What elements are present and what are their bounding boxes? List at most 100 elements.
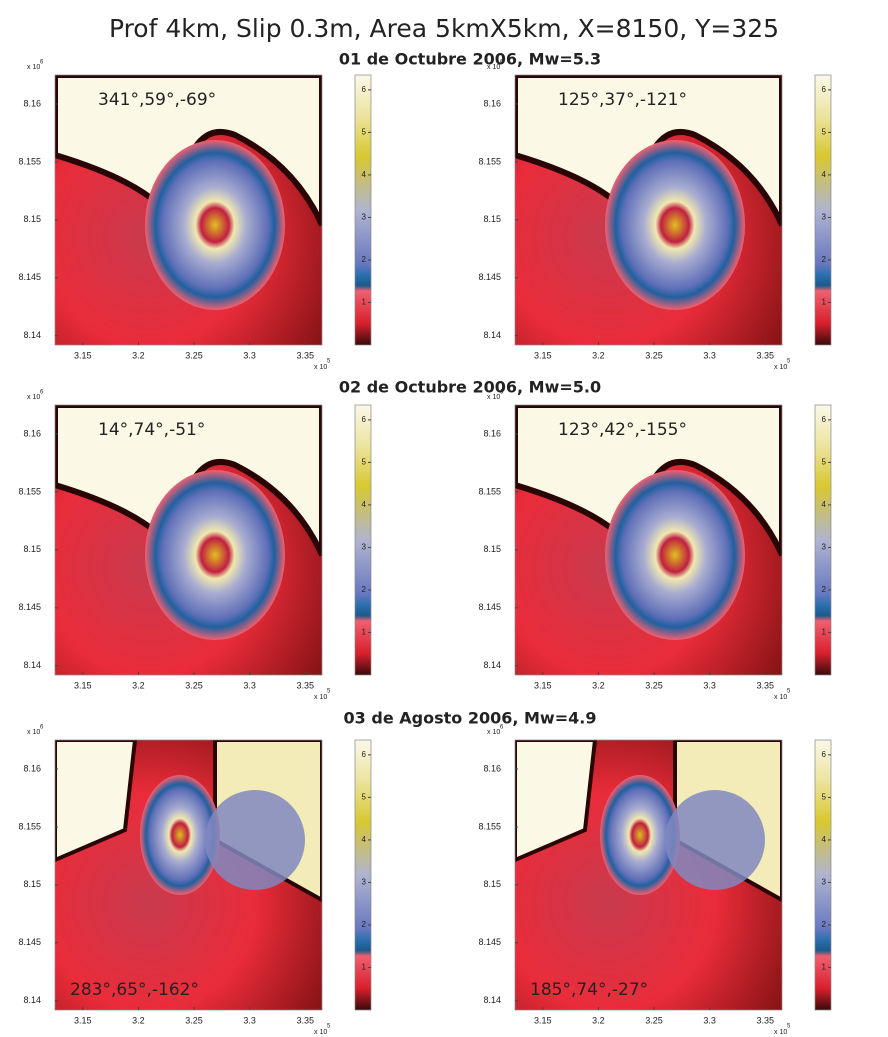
y-tick-label: 8.15 xyxy=(483,544,501,554)
field xyxy=(55,75,322,345)
x-exponent: 5 xyxy=(327,1024,331,1030)
panel: 3.15 3.2 3.25 3.3 3.35 8.14 8.145 8.15 8.155 8.16… xyxy=(18,60,372,371)
x-tick-label: 3.25 xyxy=(645,680,663,690)
y-tick-label: 8.155 xyxy=(478,486,501,496)
x-tick-label: 3.15 xyxy=(534,680,552,690)
y-multiplier: x 10 xyxy=(27,64,40,71)
y-exponent: 6 xyxy=(40,390,44,396)
x-multiplier: x 10 xyxy=(774,364,787,371)
field-lobe xyxy=(665,790,765,890)
y-exponent: 6 xyxy=(500,725,504,731)
field-lobe xyxy=(140,775,220,895)
colorbar-tick-label: 6 xyxy=(362,415,367,424)
colorbar-tick-label: 5 xyxy=(822,458,827,467)
x-tick-label: 3.2 xyxy=(592,680,605,690)
colorbar-tick-label: 2 xyxy=(822,585,827,594)
plot-frame xyxy=(54,74,323,346)
y-tick-label: 8.16 xyxy=(483,763,501,773)
x-exponent: 5 xyxy=(787,689,791,695)
x-tick-label: 3.25 xyxy=(185,680,203,690)
colorbar xyxy=(814,739,832,1011)
colorbar-tick-label: 2 xyxy=(822,255,827,264)
field xyxy=(515,75,782,345)
row-title: 03 de Agosto 2006, Mw=4.9 xyxy=(344,709,597,728)
x-tick-label: 3.35 xyxy=(757,680,775,690)
annotation: 123°,42°,-155° xyxy=(558,420,687,440)
y-tick-label: 8.155 xyxy=(478,821,501,831)
colorbar-tick-label: 6 xyxy=(362,750,367,759)
x-tick-label: 3.2 xyxy=(132,350,145,360)
y-tick-label: 8.15 xyxy=(483,214,501,224)
colorbar-tick-label: 6 xyxy=(822,415,827,424)
y-tick-label: 8.145 xyxy=(18,937,41,947)
colorbar-tick-label: 2 xyxy=(362,585,367,594)
y-tick-label: 8.16 xyxy=(23,428,41,438)
colorbar-tick-label: 4 xyxy=(822,500,827,509)
panel: 3.15 3.2 3.25 3.3 3.35 8.14 8.145 8.15 8.155 8.16… xyxy=(18,390,372,701)
colorbar-tick-label: 6 xyxy=(822,85,827,94)
colorbar-tick-label: 5 xyxy=(362,793,367,802)
x-tick-label: 3.25 xyxy=(645,1015,663,1025)
y-multiplier: x 10 xyxy=(487,64,500,71)
colorbar-tick-label: 4 xyxy=(362,500,367,509)
x-multiplier: x 10 xyxy=(774,1029,787,1036)
field-lobe xyxy=(605,140,745,310)
x-exponent: 5 xyxy=(327,689,331,695)
colorbar-tick-label: 4 xyxy=(362,170,367,179)
y-tick-label: 8.14 xyxy=(483,995,501,1005)
field-lobe xyxy=(605,470,745,640)
plot-frame xyxy=(54,404,323,676)
y-tick-label: 8.155 xyxy=(18,486,41,496)
y-tick-label: 8.145 xyxy=(478,602,501,612)
y-multiplier: x 10 xyxy=(27,394,40,401)
panel: 3.15 3.2 3.25 3.3 3.35 8.14 8.145 8.15 8.155 8.16… xyxy=(478,390,832,701)
field-nodal xyxy=(515,740,598,863)
x-tick-label: 3.3 xyxy=(703,680,716,690)
colorbar-tick-label: 2 xyxy=(362,255,367,264)
x-tick-label: 3.3 xyxy=(243,680,256,690)
colorbar-tick-label: 5 xyxy=(822,128,827,137)
panel: 3.15 3.2 3.25 3.3 3.35 8.14 8.145 8.15 8.155 8.16… xyxy=(478,725,832,1036)
colorbar-tick-label: 1 xyxy=(822,298,827,307)
x-tick-label: 3.35 xyxy=(297,1015,315,1025)
colorbar-tick-label: 1 xyxy=(362,628,367,637)
y-tick-label: 8.15 xyxy=(23,879,41,889)
x-tick-label: 3.2 xyxy=(132,680,145,690)
y-tick-label: 8.14 xyxy=(483,660,501,670)
colorbar-tick-label: 4 xyxy=(822,835,827,844)
colorbar-tick-label: 4 xyxy=(362,835,367,844)
field-nodal xyxy=(55,740,138,863)
y-multiplier: x 10 xyxy=(487,394,500,401)
x-tick-label: 3.15 xyxy=(74,350,92,360)
field xyxy=(55,740,322,1010)
colorbar-tick-label: 3 xyxy=(362,878,367,887)
y-exponent: 6 xyxy=(500,60,504,66)
y-exponent: 6 xyxy=(40,60,44,66)
y-tick-label: 8.15 xyxy=(23,214,41,224)
x-tick-label: 3.35 xyxy=(757,350,775,360)
colorbar-tick-label: 2 xyxy=(822,920,827,929)
x-tick-label: 3.15 xyxy=(534,1015,552,1025)
colorbar-tick-label: 1 xyxy=(822,963,827,972)
y-tick-label: 8.155 xyxy=(18,156,41,166)
panel: 3.15 3.2 3.25 3.3 3.35 8.14 8.145 8.15 8.155 8.16… xyxy=(478,60,832,371)
x-multiplier: x 10 xyxy=(774,694,787,701)
row-title: 02 de Octubre 2006, Mw=5.0 xyxy=(339,378,601,397)
y-tick-label: 8.145 xyxy=(18,272,41,282)
x-tick-label: 3.25 xyxy=(185,1015,203,1025)
y-tick-label: 8.155 xyxy=(478,156,501,166)
x-multiplier: x 10 xyxy=(314,1029,327,1036)
colorbar-tick-label: 2 xyxy=(362,920,367,929)
colorbar-tick-label: 3 xyxy=(362,543,367,552)
annotation: 283°,65°,-162° xyxy=(70,980,199,1000)
annotation: 341°,59°,-69° xyxy=(98,90,216,110)
field-lobe xyxy=(145,140,285,310)
x-tick-label: 3.3 xyxy=(243,350,256,360)
colorbar-tick-label: 3 xyxy=(822,543,827,552)
y-tick-label: 8.14 xyxy=(23,660,41,670)
field xyxy=(515,405,782,675)
x-tick-label: 3.2 xyxy=(592,1015,605,1025)
plot-frame xyxy=(514,404,783,676)
colorbar-tick-label: 5 xyxy=(362,128,367,137)
colorbar-tick-label: 6 xyxy=(822,750,827,759)
